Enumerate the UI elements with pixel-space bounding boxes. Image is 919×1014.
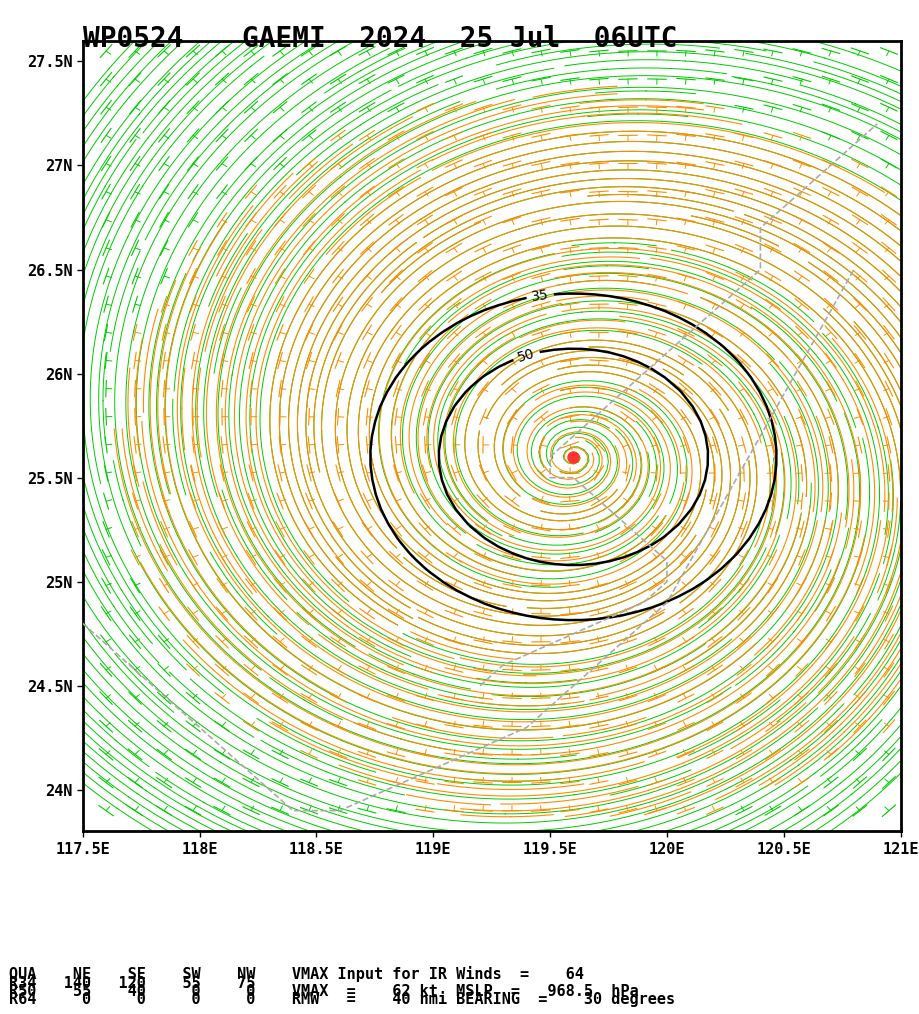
Text: WP0524: WP0524 — [83, 25, 183, 54]
Text: R64     0     0     0     0    RMW   =    40 nmi BEARING  =    30 degrees: R64 0 0 0 0 RMW = 40 nmi BEARING = 30 de… — [9, 991, 675, 1007]
Text: GAEMI  2024  25 Jul  06UTC: GAEMI 2024 25 Jul 06UTC — [242, 25, 677, 54]
Text: R34   140   120    55    75: R34 140 120 55 75 — [9, 976, 255, 992]
Text: R50    55    40     0     0    VMAX  =    62 kt  MSLP  =   968.5  hPa: R50 55 40 0 0 VMAX = 62 kt MSLP = 968.5 … — [9, 985, 639, 1000]
Text: QUA    NE    SE    SW    NW    VMAX Input for IR Winds  =    64: QUA NE SE SW NW VMAX Input for IR Winds … — [9, 966, 584, 982]
Text: 50: 50 — [516, 346, 537, 365]
Text: 35: 35 — [530, 288, 550, 304]
